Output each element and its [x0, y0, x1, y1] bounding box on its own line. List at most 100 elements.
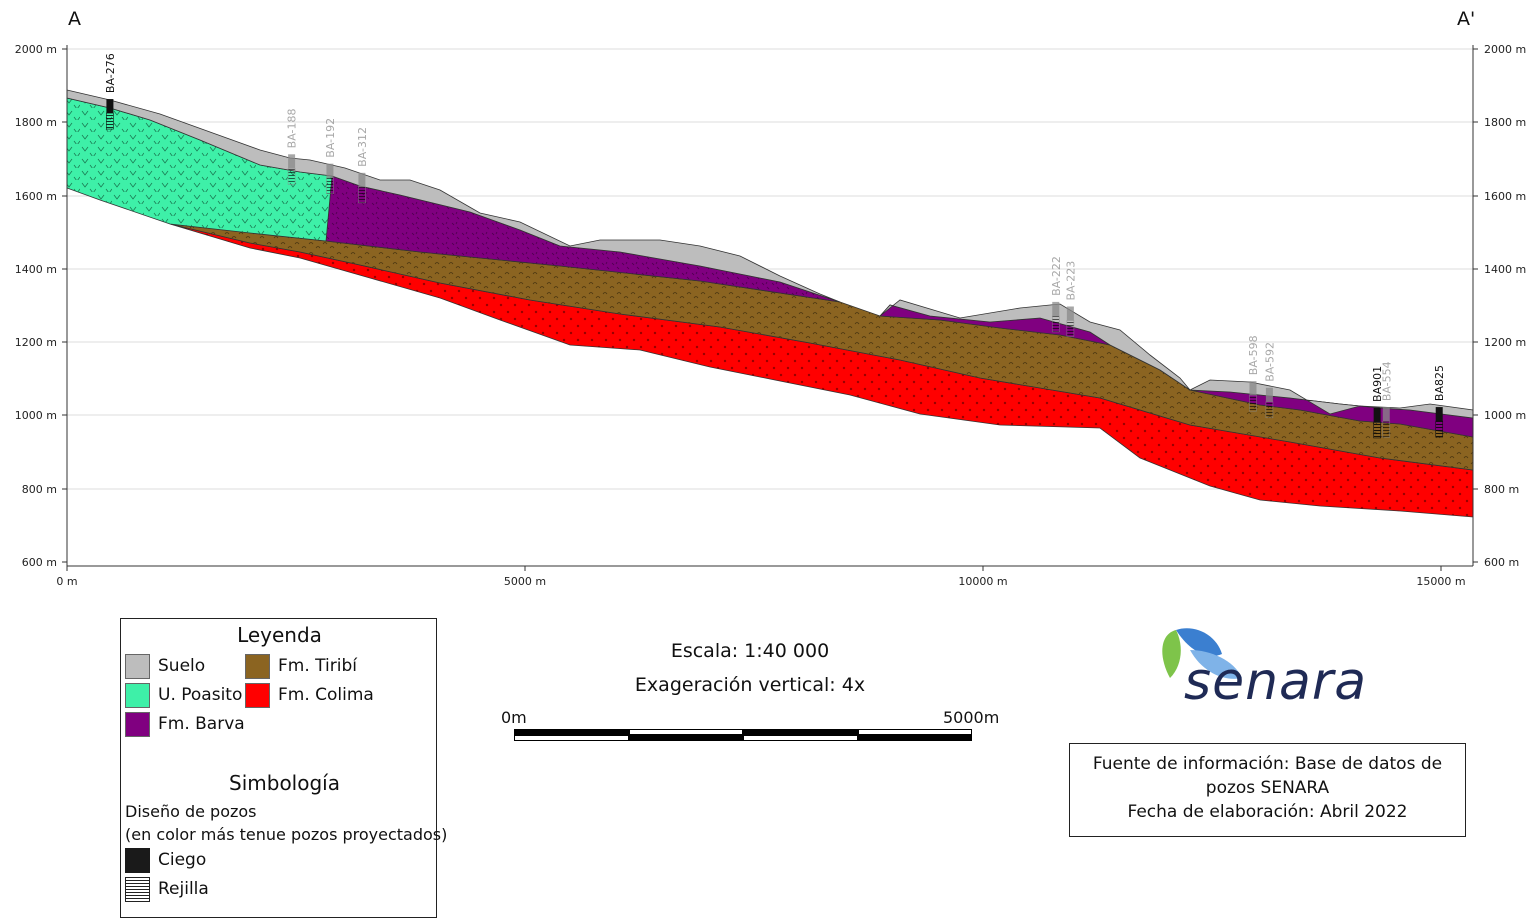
y-tick-1400-right: 1400 m: [1484, 263, 1526, 276]
well-casing: [1265, 387, 1273, 402]
scale-text: Escala: 1:40 000: [670, 640, 830, 662]
swatch-tiribi: [245, 653, 270, 679]
well-screen: [1373, 421, 1381, 439]
legend-label-suelo: Suelo: [158, 656, 206, 676]
well-ba-188: BA-188: [286, 109, 299, 185]
legend-label-colima: Fm. Colima: [278, 685, 374, 705]
senara-logo-mark: [1162, 628, 1242, 679]
well-label: BA-598: [1247, 335, 1260, 375]
scale-block: Escala: 1:40 000 Exageración vertical: 4…: [480, 636, 1020, 756]
legend-item-poasito: U. Poasito: [125, 682, 242, 708]
well-casing: [288, 154, 296, 169]
well-screen: [326, 177, 334, 194]
well-screen: [1265, 401, 1274, 419]
legend-item-barva: Fm. Barva: [125, 711, 245, 737]
well-label: BA-312: [356, 127, 369, 167]
y-tick-600-left: 600 m: [22, 556, 57, 569]
x-tick-5000: 5000 m: [504, 575, 546, 588]
well-ba901: BA901: [1371, 366, 1384, 439]
y-tick-2000-right: 2000 m: [1484, 43, 1526, 56]
x-tick-10000: 10000 m: [958, 575, 1007, 588]
well-ba-312: BA-312: [356, 127, 369, 204]
x-tick-15000: 15000 m: [1416, 575, 1465, 588]
swatch-rejilla: [125, 876, 150, 902]
well-label: BA825: [1433, 365, 1446, 401]
well-ba-554: BA-554: [1380, 361, 1393, 438]
section-end-label: A': [1457, 8, 1475, 30]
y-tick-1600-left: 1600 m: [15, 190, 57, 203]
well-screen: [106, 112, 114, 130]
well-label: BA901: [1371, 366, 1384, 402]
well-ba-223: BA-223: [1064, 261, 1077, 337]
well-casing: [1066, 306, 1074, 321]
y-tick-1800-left: 1800 m: [15, 116, 57, 129]
legend-item-colima: Fm. Colima: [245, 682, 374, 708]
well-screen: [1066, 320, 1075, 337]
legend-label-barva: Fm. Barva: [158, 714, 245, 734]
well-label: BA-223: [1064, 261, 1077, 301]
y-tick-1000-right: 1000 m: [1484, 409, 1526, 422]
source-line-2: pozos SENARA: [1205, 778, 1330, 798]
well-label: BA-222: [1050, 256, 1063, 296]
y-tick-800-right: 800 m: [1484, 483, 1519, 496]
well-casing: [1382, 407, 1390, 422]
symbol-rejilla: Rejilla: [125, 876, 209, 902]
y-tick-800-left: 800 m: [22, 483, 57, 496]
well-label: BA-592: [1263, 342, 1276, 382]
symbol-ciego: Ciego: [125, 847, 206, 873]
x-tick-0: 0 m: [56, 575, 77, 588]
y-tick-1400-left: 1400 m: [15, 263, 57, 276]
source-line-1: Fuente de información: Base de datos de: [1092, 754, 1443, 774]
well-casing: [326, 163, 334, 178]
well-screen: [1249, 394, 1257, 412]
well-screen: [1435, 420, 1444, 438]
legend-title: Leyenda: [237, 623, 322, 647]
well-ba-592: BA-592: [1263, 342, 1276, 419]
well-label: BA-554: [1380, 361, 1393, 401]
symbology-note: (en color más tenue pozos proyectados): [125, 825, 448, 844]
swatch-barva: [125, 711, 150, 737]
well-ba-192: BA-192: [324, 118, 337, 194]
well-screen: [287, 168, 296, 185]
well-label: BA-192: [324, 118, 337, 158]
legend-label-tiribi: Fm. Tiribí: [278, 656, 357, 676]
well-label: BA-188: [286, 109, 299, 149]
senara-logo: senara: [1140, 620, 1380, 730]
layer-suelo: [66, 89, 1474, 419]
well-screen: [1382, 420, 1391, 438]
well-ba825: BA825: [1433, 365, 1446, 438]
well-ba-276: BA-276: [104, 53, 117, 130]
scale-bar: [514, 729, 972, 743]
swatch-ciego: [125, 847, 150, 873]
well-ba-222: BA-222: [1050, 256, 1063, 333]
legend-item-tiribi: Fm. Tiribí: [245, 653, 357, 679]
well-casing: [1052, 301, 1060, 316]
y-tick-1600-right: 1600 m: [1484, 190, 1526, 203]
well-screen: [358, 186, 366, 204]
geologic-cross-section: 2000 m 1800 m 1600 m 1400 m 1200 m 1000 …: [15, 8, 1526, 588]
scale-bar-start: 0m: [501, 708, 527, 727]
exaggeration-text: Exageración vertical: 4x: [634, 674, 866, 696]
legend-label-poasito: U. Poasito: [158, 685, 243, 705]
well-casing: [358, 172, 366, 187]
y-tick-1200-right: 1200 m: [1484, 336, 1526, 349]
swatch-poasito: [125, 682, 150, 708]
well-screen: [1051, 315, 1060, 333]
source-line-3: Fecha de elaboración: Abril 2022: [1127, 802, 1408, 822]
axes: [62, 45, 1478, 571]
well-casing: [106, 99, 114, 114]
well-casing: [1373, 407, 1381, 422]
symbology-title: Simbología: [229, 771, 340, 795]
legend-item-suelo: Suelo: [125, 653, 205, 679]
well-ba-598: BA-598: [1247, 335, 1260, 412]
y-tick-1000-left: 1000 m: [15, 409, 57, 422]
section-start-label: A: [68, 8, 81, 30]
symbol-label-rejilla: Rejilla: [158, 879, 209, 899]
wells: BA-276 BA-188 BA-192 BA-312 BA-222 BA-223 BA-5…: [104, 53, 1446, 439]
scale-bar-end: 5000m: [943, 708, 1000, 727]
well-casing: [1249, 381, 1257, 396]
well-label: BA-276: [104, 53, 117, 93]
source-info-box: Fuente de información: Base de datos de …: [1069, 743, 1466, 837]
y-tick-600-right: 600 m: [1484, 556, 1519, 569]
well-casing: [1435, 407, 1443, 422]
